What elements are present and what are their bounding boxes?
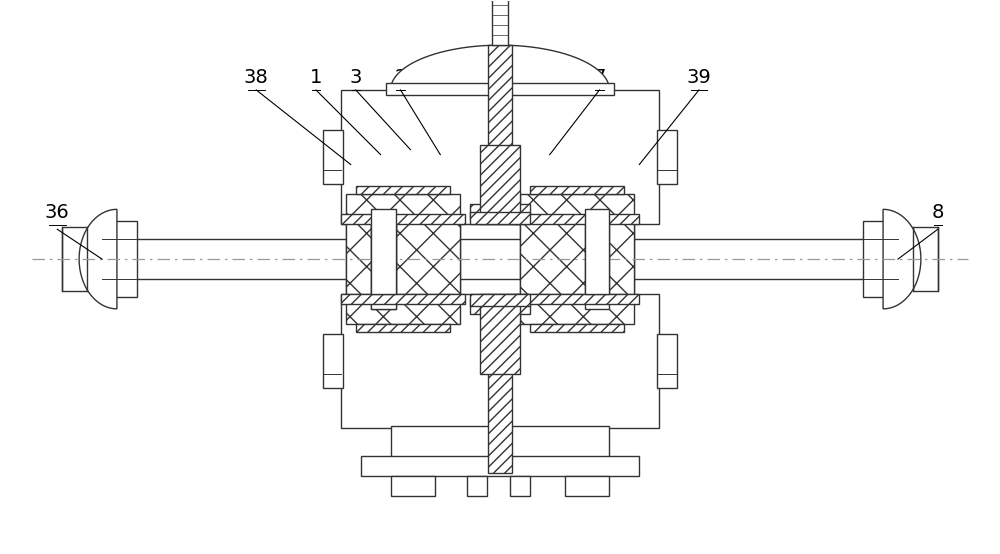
Bar <box>356 187 450 194</box>
Bar <box>657 334 677 388</box>
Bar <box>341 294 659 428</box>
Bar <box>515 214 639 224</box>
Bar <box>480 294 520 373</box>
Bar <box>467 476 487 496</box>
Bar <box>470 204 530 219</box>
Bar <box>530 187 624 194</box>
Bar <box>341 90 659 224</box>
Polygon shape <box>79 209 117 309</box>
Bar <box>515 294 639 304</box>
Bar <box>323 334 343 388</box>
Bar <box>863 221 898 297</box>
Bar <box>657 130 677 184</box>
Text: 3: 3 <box>350 68 362 87</box>
Bar <box>565 476 609 496</box>
Bar <box>585 209 609 294</box>
Text: 36: 36 <box>45 203 70 222</box>
Text: 38: 38 <box>244 68 269 87</box>
Polygon shape <box>391 45 609 90</box>
Bar <box>520 224 634 324</box>
Text: 8: 8 <box>932 203 944 222</box>
Bar <box>62 227 87 291</box>
Bar <box>371 224 396 309</box>
Text: 7: 7 <box>593 68 606 87</box>
Bar <box>346 194 460 294</box>
Text: 1: 1 <box>310 68 322 87</box>
Bar <box>102 221 137 297</box>
Text: 39: 39 <box>687 68 711 87</box>
Bar <box>371 209 396 294</box>
Bar <box>470 212 530 224</box>
Bar <box>84 229 104 289</box>
Bar <box>356 324 450 332</box>
Bar <box>510 476 530 496</box>
Bar <box>896 229 916 289</box>
Bar <box>361 456 639 476</box>
Bar <box>371 224 396 309</box>
Bar <box>102 239 898 279</box>
Bar <box>585 224 609 309</box>
Bar <box>488 309 512 473</box>
Polygon shape <box>883 209 921 309</box>
Bar <box>470 299 530 314</box>
Bar <box>470 294 530 306</box>
Bar <box>323 130 343 184</box>
Bar <box>492 0 508 45</box>
Bar <box>341 294 465 304</box>
Bar <box>488 45 512 209</box>
Bar <box>386 83 614 95</box>
Bar <box>391 476 435 496</box>
Bar <box>341 214 465 224</box>
Bar <box>520 194 634 294</box>
Bar <box>913 227 938 291</box>
Bar <box>391 426 609 458</box>
Bar <box>480 145 520 224</box>
Text: 2: 2 <box>394 68 407 87</box>
Bar <box>346 224 460 324</box>
Bar <box>530 324 624 332</box>
